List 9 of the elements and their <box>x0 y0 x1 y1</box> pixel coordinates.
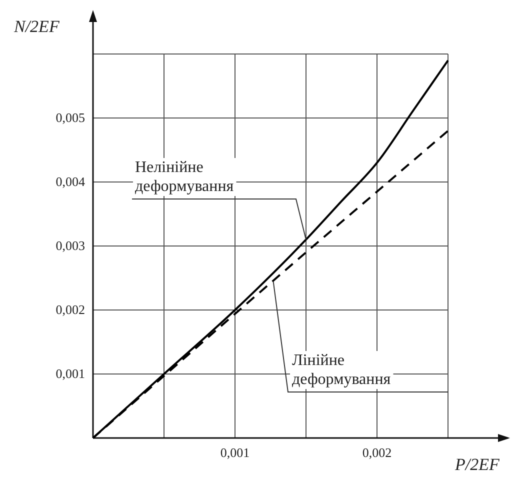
y-axis-title: N/2EF <box>13 17 60 36</box>
y-tick-label: 0,004 <box>56 174 86 190</box>
annotation: Лінійне деформування <box>292 352 392 388</box>
x-axis-title: P/2EF <box>454 455 500 474</box>
y-tick-label: 0,002 <box>56 302 85 318</box>
annotation: Нелінійне деформування <box>135 159 234 195</box>
y-tick-label: 0,001 <box>56 366 85 382</box>
y-tick-label: 0,003 <box>56 238 85 254</box>
y-tick-label: 0,005 <box>56 110 85 126</box>
